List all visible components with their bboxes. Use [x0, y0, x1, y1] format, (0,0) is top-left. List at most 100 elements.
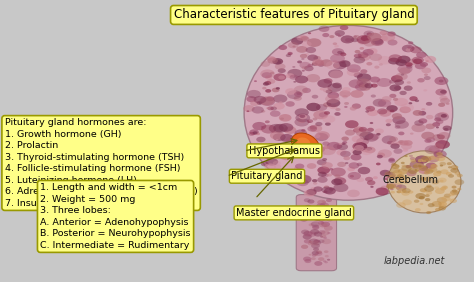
Circle shape: [261, 126, 264, 128]
Circle shape: [396, 202, 406, 208]
Circle shape: [294, 167, 299, 169]
Circle shape: [262, 87, 266, 89]
Circle shape: [401, 162, 405, 164]
Circle shape: [426, 102, 432, 106]
Circle shape: [415, 208, 421, 212]
Circle shape: [318, 221, 324, 225]
Text: Master endocrine gland: Master endocrine gland: [236, 208, 352, 218]
Circle shape: [426, 211, 431, 214]
Circle shape: [304, 198, 310, 202]
Circle shape: [389, 136, 398, 142]
Circle shape: [396, 190, 401, 193]
Circle shape: [313, 56, 321, 60]
Circle shape: [301, 70, 305, 72]
Circle shape: [252, 106, 264, 114]
Circle shape: [327, 99, 340, 107]
Circle shape: [316, 218, 321, 221]
Circle shape: [419, 196, 425, 199]
Circle shape: [345, 129, 355, 136]
Circle shape: [415, 100, 419, 102]
Circle shape: [418, 165, 422, 167]
Circle shape: [348, 79, 364, 88]
Circle shape: [356, 35, 372, 44]
Circle shape: [408, 41, 413, 45]
Circle shape: [357, 73, 371, 82]
Circle shape: [398, 132, 404, 135]
Circle shape: [401, 164, 406, 167]
Circle shape: [290, 75, 298, 80]
Circle shape: [371, 38, 384, 46]
Circle shape: [406, 65, 412, 69]
Circle shape: [410, 159, 416, 163]
Circle shape: [410, 46, 422, 53]
Circle shape: [324, 208, 330, 211]
Circle shape: [337, 51, 342, 54]
Circle shape: [301, 66, 307, 69]
Circle shape: [424, 76, 431, 80]
Circle shape: [428, 156, 439, 162]
Circle shape: [301, 36, 310, 41]
Circle shape: [424, 56, 436, 63]
Circle shape: [369, 54, 382, 61]
Circle shape: [271, 172, 282, 178]
Circle shape: [312, 95, 318, 99]
Circle shape: [393, 98, 398, 101]
Circle shape: [419, 166, 428, 171]
Circle shape: [307, 54, 318, 61]
Circle shape: [455, 179, 464, 185]
Circle shape: [436, 155, 446, 161]
Circle shape: [316, 131, 330, 140]
Circle shape: [405, 165, 412, 169]
Circle shape: [312, 136, 315, 138]
Circle shape: [406, 170, 417, 176]
Circle shape: [294, 133, 298, 135]
Circle shape: [301, 244, 308, 249]
Circle shape: [394, 98, 408, 106]
Circle shape: [392, 113, 402, 119]
Circle shape: [269, 124, 284, 133]
Circle shape: [392, 176, 396, 179]
Circle shape: [424, 171, 430, 175]
Circle shape: [307, 38, 321, 47]
Circle shape: [455, 171, 460, 175]
Circle shape: [376, 78, 392, 87]
Circle shape: [319, 26, 329, 32]
Circle shape: [356, 78, 371, 87]
Circle shape: [301, 58, 304, 60]
Circle shape: [401, 74, 404, 76]
Circle shape: [318, 151, 326, 156]
Circle shape: [350, 106, 357, 111]
Circle shape: [277, 146, 282, 149]
Circle shape: [332, 83, 342, 88]
Circle shape: [359, 82, 368, 87]
Circle shape: [303, 213, 307, 215]
Circle shape: [261, 125, 276, 134]
Circle shape: [344, 106, 347, 108]
Circle shape: [301, 230, 309, 234]
Circle shape: [317, 251, 322, 254]
Circle shape: [265, 120, 270, 123]
Circle shape: [360, 47, 364, 50]
Circle shape: [448, 174, 454, 178]
Circle shape: [325, 95, 340, 103]
Circle shape: [276, 87, 280, 90]
Circle shape: [321, 173, 329, 178]
Circle shape: [439, 141, 443, 144]
Circle shape: [279, 144, 286, 147]
Circle shape: [410, 96, 418, 101]
Circle shape: [337, 162, 346, 167]
Circle shape: [314, 213, 318, 215]
Circle shape: [304, 207, 307, 209]
Circle shape: [402, 149, 408, 152]
Circle shape: [400, 106, 411, 113]
Circle shape: [323, 102, 331, 107]
Circle shape: [270, 72, 274, 74]
Circle shape: [322, 217, 327, 220]
Circle shape: [296, 175, 311, 184]
Circle shape: [307, 126, 317, 132]
Circle shape: [283, 126, 296, 134]
Circle shape: [324, 78, 333, 83]
Circle shape: [352, 135, 364, 143]
Circle shape: [404, 85, 413, 91]
Circle shape: [267, 155, 275, 159]
